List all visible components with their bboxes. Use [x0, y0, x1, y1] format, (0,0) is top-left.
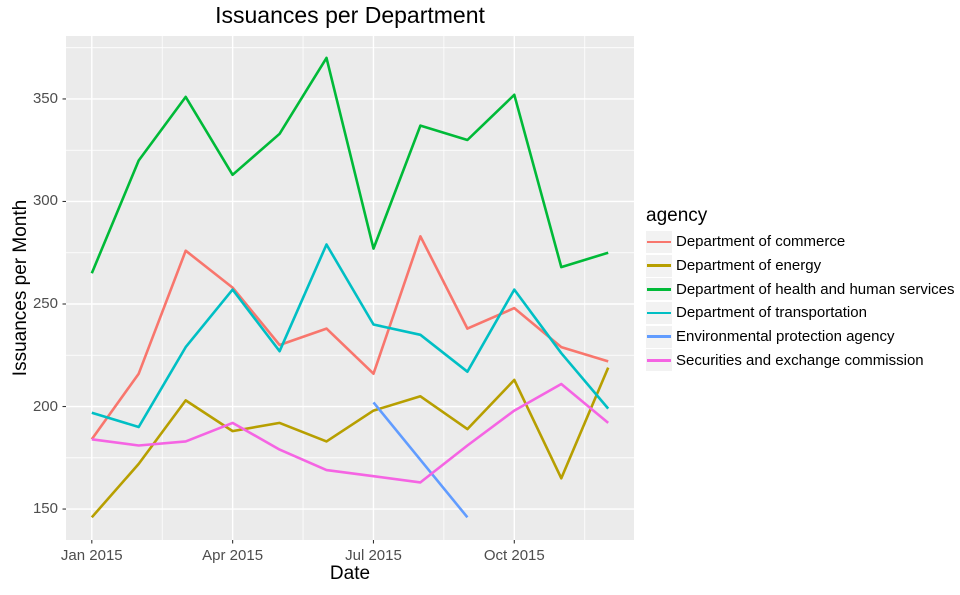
- legend-label: Environmental protection agency: [676, 328, 895, 346]
- x-tick-label: Jul 2015: [345, 547, 402, 564]
- legend-key-swatch: [646, 325, 672, 348]
- series-line-department-of-commerce: [90, 235, 609, 441]
- legend-key-line: [647, 264, 671, 267]
- y-tick-label: 250: [32, 295, 58, 312]
- x-axis-title: Date: [329, 563, 371, 584]
- plot-panel: [66, 36, 634, 540]
- series-line-department-of-transportation: [91, 243, 610, 429]
- legend-label: Department of commerce: [676, 233, 846, 251]
- legend-row: Department of energy: [646, 254, 955, 278]
- legend-key-swatch: [646, 230, 672, 253]
- legend-label: Department of transportation: [676, 304, 867, 322]
- y-tick-label: 300: [32, 192, 58, 210]
- legend-key-line: [647, 311, 671, 315]
- y-axis-title: Issuances per Month: [10, 199, 31, 377]
- y-tick-label: 150: [32, 500, 58, 518]
- legend-label: Securities and exchange commission: [676, 351, 924, 369]
- series-line-department-of-health-and-human-services: [90, 56, 609, 274]
- legend-key-line: [647, 287, 671, 291]
- legend-row: Securities and exchange commission: [646, 348, 955, 372]
- legend-rows: Department of commerce Department of ener…: [646, 230, 955, 372]
- legend-label: Department of health and human services: [676, 280, 955, 298]
- x-tick-label: Oct 2015: [483, 547, 545, 564]
- legend-title: agency: [646, 205, 708, 226]
- legend-row: Department of commerce: [646, 230, 955, 254]
- legend-row: Department of transportation: [646, 301, 955, 325]
- legend-key-swatch: [646, 254, 672, 277]
- legend-label: Department of energy: [676, 257, 822, 275]
- legend-key-line: [647, 358, 671, 362]
- y-tick-label: 200: [32, 397, 58, 415]
- legend: agency Department of commerce Department …: [646, 204, 955, 372]
- legend-key-line: [647, 240, 671, 244]
- legend-key-swatch: [646, 349, 672, 372]
- chart-title: Issuances per Department: [215, 2, 485, 28]
- series-line-department-of-energy: [90, 367, 610, 519]
- series-line-securities-and-exchange-commission: [91, 382, 610, 484]
- legend-row: Department of health and human services: [646, 277, 955, 301]
- series-line-environmental-protection-agency: [372, 401, 469, 519]
- legend-key-swatch: [646, 301, 672, 324]
- legend-key-line: [647, 335, 671, 338]
- y-tick-label: 350: [32, 89, 58, 107]
- x-tick-label: Jan 2015: [60, 547, 123, 564]
- legend-key-swatch: [646, 278, 672, 301]
- legend-row: Environmental protection agency: [646, 325, 955, 349]
- x-tick-label: Apr 2015: [202, 547, 264, 564]
